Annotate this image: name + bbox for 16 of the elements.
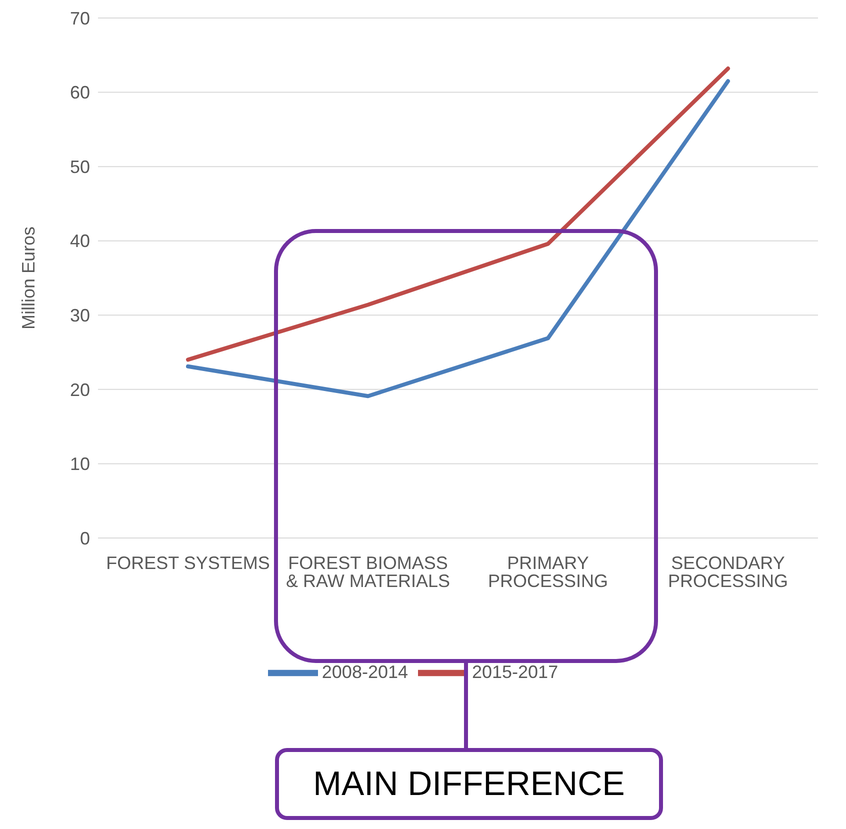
- x-tick-label: FOREST SYSTEMS: [106, 552, 270, 573]
- y-tick-label: 20: [70, 380, 90, 400]
- y-tick-label: 50: [70, 156, 90, 177]
- text: MAIN DIFFERENCE: [275, 748, 663, 820]
- x-tick-label: PRIMARY PROCESSING: [488, 552, 608, 591]
- legend-label: 2015-2017: [472, 662, 558, 682]
- y-tick-label: 30: [70, 306, 90, 326]
- y-tick-label: 10: [70, 454, 90, 474]
- legend-label: 2008-2014: [322, 662, 408, 682]
- y-tick-label: 0: [80, 528, 90, 548]
- x-tick-label: SECONDARY PROCESSING: [668, 552, 788, 591]
- y-tick-label: 40: [70, 231, 90, 252]
- y-tick-label: 60: [70, 82, 90, 103]
- y-axis-title: Million Euros: [18, 226, 38, 330]
- x-tick-label: FOREST BIOMASS & RAW MATERIALS: [286, 552, 450, 591]
- y-tick-label: 70: [70, 8, 90, 28]
